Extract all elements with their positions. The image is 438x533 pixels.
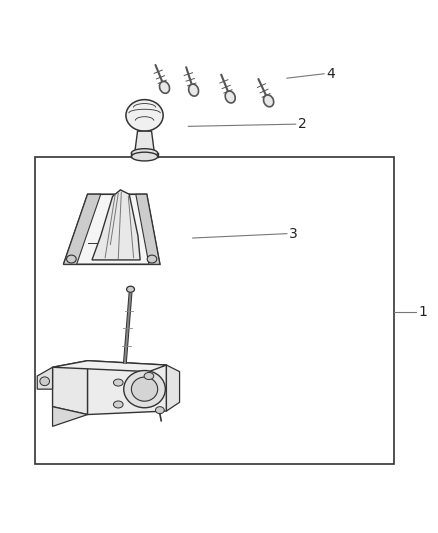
Polygon shape [53,407,88,426]
Ellipse shape [124,370,166,408]
Polygon shape [166,365,180,411]
Polygon shape [37,367,53,389]
Ellipse shape [189,84,198,96]
Polygon shape [64,194,160,264]
Polygon shape [92,190,140,260]
Ellipse shape [113,379,123,386]
Ellipse shape [264,95,274,107]
Ellipse shape [131,377,158,401]
Ellipse shape [131,152,158,161]
Ellipse shape [144,373,154,379]
Ellipse shape [126,100,163,131]
Text: 4: 4 [326,67,335,81]
Ellipse shape [40,377,49,386]
Text: 1: 1 [418,305,427,319]
Polygon shape [64,194,101,264]
Ellipse shape [147,255,157,263]
Polygon shape [88,361,166,415]
Text: 3: 3 [289,227,298,241]
Polygon shape [53,361,166,372]
Ellipse shape [113,401,123,408]
Ellipse shape [131,149,158,157]
Polygon shape [53,361,88,415]
Ellipse shape [155,407,164,414]
Ellipse shape [67,255,76,263]
Bar [35,157,394,464]
Ellipse shape [159,82,170,93]
Polygon shape [135,131,154,153]
Text: 2: 2 [298,117,307,131]
Ellipse shape [225,91,235,103]
Ellipse shape [127,286,134,292]
Polygon shape [136,194,160,264]
